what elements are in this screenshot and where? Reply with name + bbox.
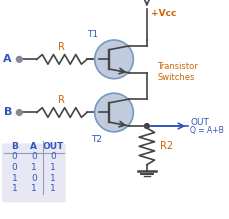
Text: Transistor
Switches: Transistor Switches — [157, 62, 197, 82]
Text: R2: R2 — [160, 141, 173, 151]
Text: +Vcc: +Vcc — [150, 9, 175, 18]
Text: B: B — [11, 142, 18, 151]
Text: 1: 1 — [31, 184, 37, 193]
Text: R: R — [58, 42, 65, 52]
Circle shape — [94, 40, 133, 79]
Circle shape — [94, 93, 133, 132]
Text: 1: 1 — [50, 184, 56, 193]
Text: 1: 1 — [31, 163, 37, 172]
Text: 1: 1 — [50, 163, 56, 172]
Text: T2: T2 — [91, 135, 102, 144]
Text: 1: 1 — [12, 184, 17, 193]
Text: 0: 0 — [50, 152, 56, 161]
Circle shape — [16, 57, 22, 62]
Text: A: A — [30, 142, 37, 151]
Text: OUT: OUT — [42, 142, 64, 151]
FancyBboxPatch shape — [2, 143, 65, 202]
Circle shape — [16, 110, 22, 115]
Text: B: B — [3, 108, 12, 118]
Text: 1: 1 — [50, 174, 56, 183]
Text: 0: 0 — [12, 163, 17, 172]
Text: A: A — [3, 54, 12, 64]
Text: 0: 0 — [12, 152, 17, 161]
Circle shape — [144, 124, 149, 128]
Text: 0: 0 — [31, 174, 37, 183]
Text: T1: T1 — [87, 30, 98, 39]
Text: 0: 0 — [31, 152, 37, 161]
Text: OUT: OUT — [190, 118, 208, 127]
Text: R: R — [58, 95, 65, 105]
Text: 1: 1 — [12, 174, 17, 183]
Text: Q = A+B: Q = A+B — [190, 126, 223, 135]
